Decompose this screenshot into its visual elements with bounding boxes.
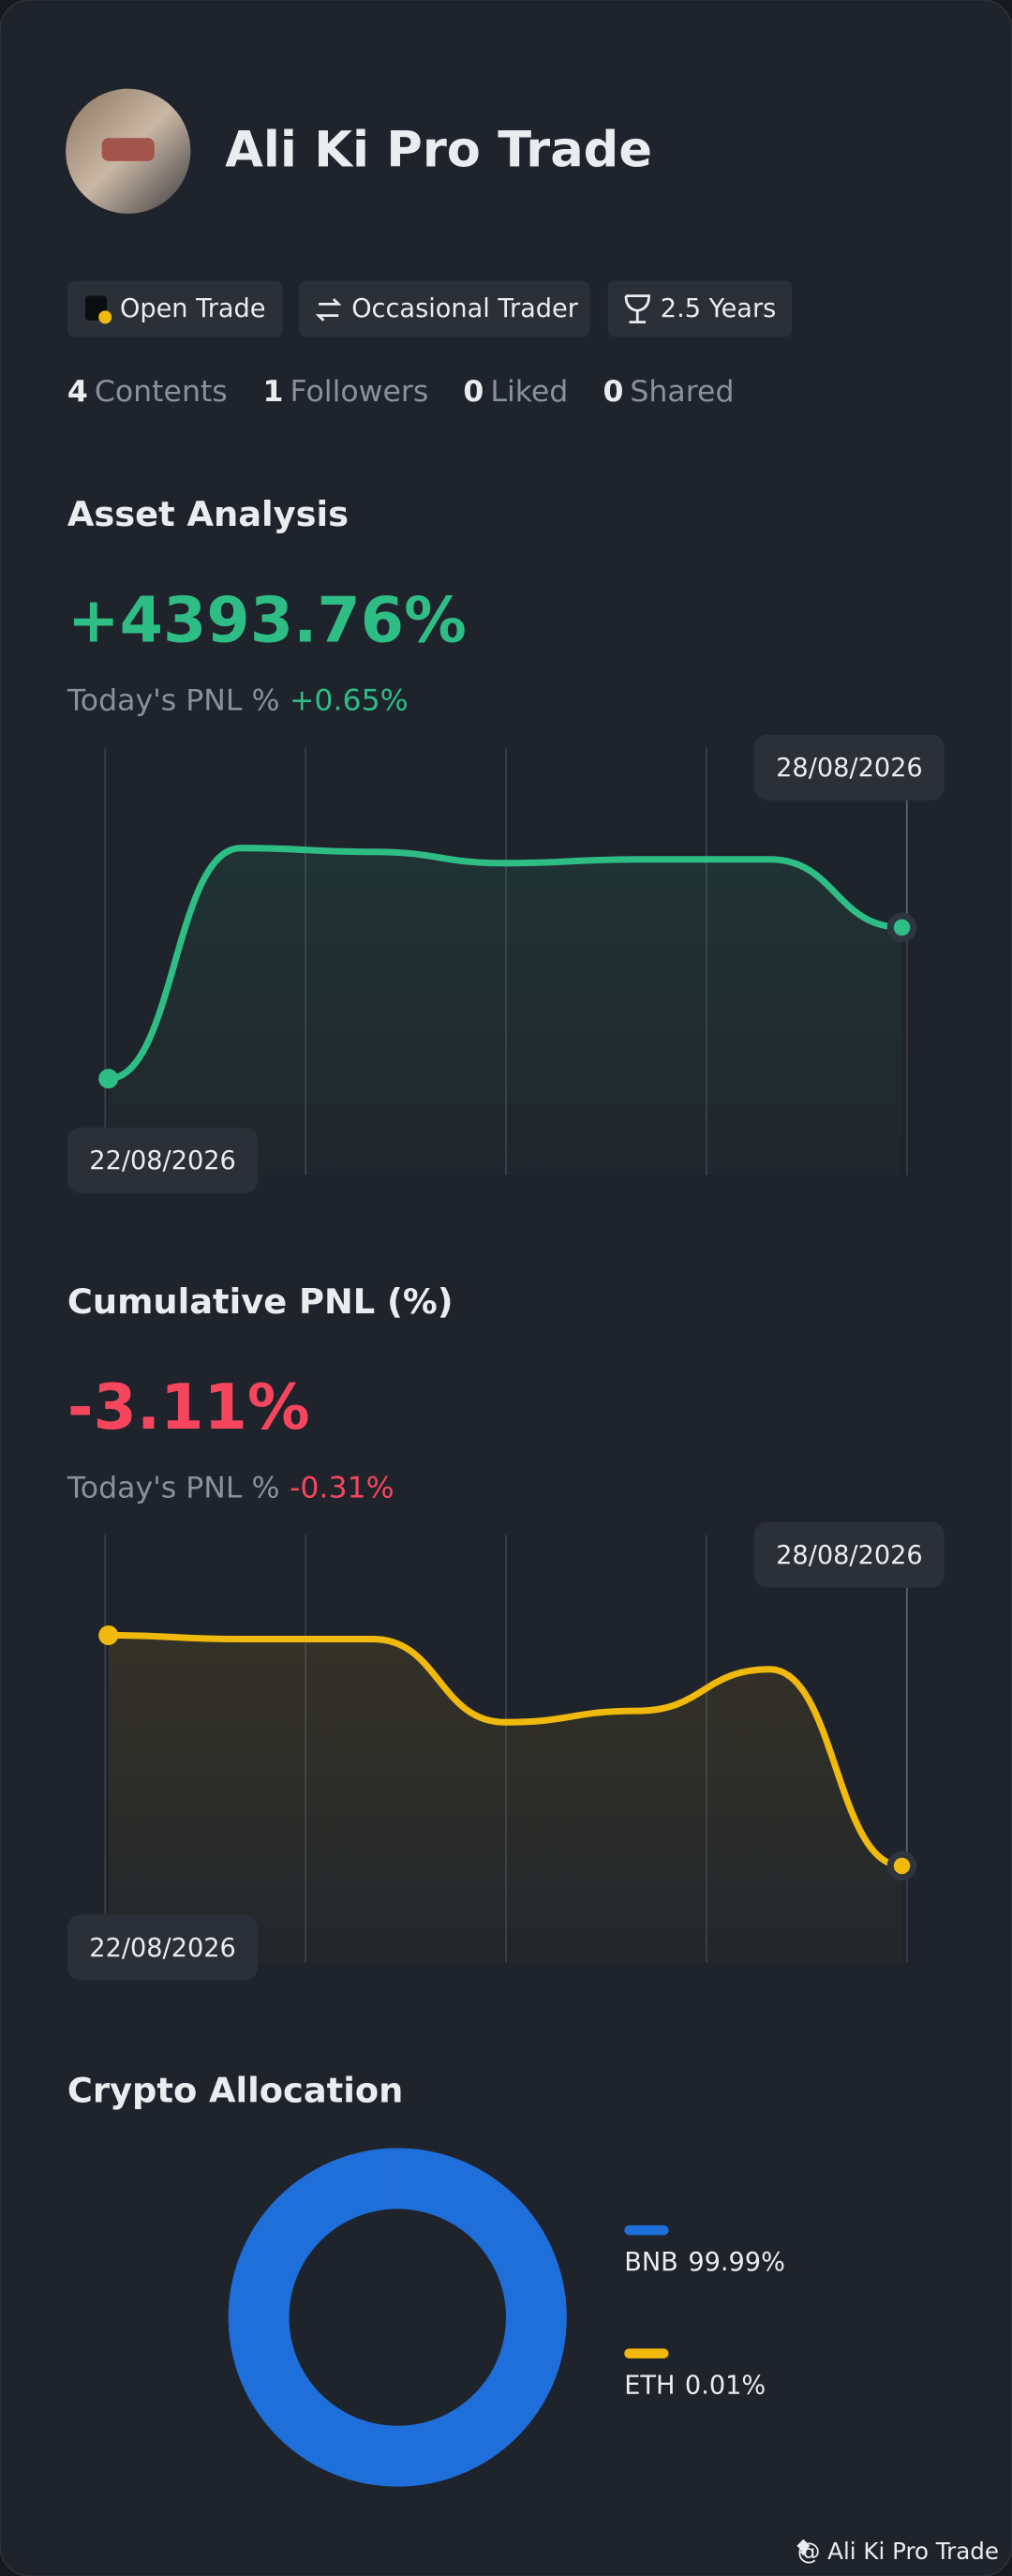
- footer-text: @ Ali Ki Pro Trade: [797, 2538, 999, 2565]
- section-title: Cumulative PNL (%): [67, 1281, 454, 1322]
- profile-name: Ali Ki Pro Trade: [225, 122, 652, 179]
- date-tooltip: [753, 1521, 945, 1588]
- subtitle-value: -0.31%: [290, 1471, 394, 1505]
- tag: Occasional Trader: [351, 294, 579, 323]
- stat-label: Followers: [290, 375, 428, 409]
- end-point-dot: [893, 1857, 911, 1875]
- tag-box: [67, 280, 283, 337]
- start-point: [98, 1625, 119, 1646]
- legend-swatch: [624, 2348, 669, 2359]
- legend-entry: BNB 99.99%: [624, 2248, 785, 2277]
- stat-label: Contents: [95, 375, 228, 409]
- tag-icon: [624, 294, 650, 324]
- start-point: [98, 1069, 119, 1089]
- tag-box: [299, 280, 590, 337]
- date-tooltip: [67, 1914, 259, 1981]
- date-tooltip: [753, 734, 945, 801]
- date-label: 22/08/2026: [89, 1934, 236, 1963]
- tag: Open Trade: [120, 294, 266, 323]
- subtitle-label: Today's PNL %: [67, 684, 280, 718]
- footer: @ Ali Ki Pro Trade: [796, 2538, 999, 2565]
- line: [105, 1631, 906, 1869]
- date-label: 28/08/2026: [776, 754, 923, 783]
- date-label: 28/08/2026: [776, 1541, 923, 1570]
- legend-name: ETH: [624, 2371, 675, 2400]
- tag-box: [607, 280, 793, 337]
- subtitle-value: +0.65%: [290, 684, 409, 718]
- date-tooltip: [67, 1127, 259, 1193]
- tag: 2.5 Years: [661, 294, 776, 323]
- subtitle: Today's PNL % -0.31%: [67, 1471, 394, 1505]
- stat-value: 1: [263, 375, 284, 409]
- legend-swatch: [624, 2224, 669, 2236]
- stat-label: Liked: [490, 375, 568, 409]
- line: [105, 845, 906, 1083]
- area: [108, 847, 902, 1176]
- legend-name: BNB: [624, 2248, 678, 2277]
- area: [108, 1635, 902, 1963]
- legend-value: 99.99%: [688, 2248, 785, 2277]
- pie-slice: [228, 2148, 567, 2487]
- date-label: 22/08/2026: [89, 1146, 236, 1176]
- end-point-dot: [893, 919, 911, 936]
- legend-value: 0.01%: [685, 2371, 766, 2400]
- avatar-figure: [101, 138, 155, 161]
- legend-entry: ETH 0.01%: [624, 2371, 766, 2400]
- stat-label: Shared: [630, 375, 734, 409]
- tag-icon: [315, 298, 342, 322]
- footer-icon: [796, 2539, 811, 2556]
- stat-value: 0: [463, 375, 484, 409]
- stat-value: 0: [603, 375, 623, 409]
- section-title: Crypto Allocation: [67, 2070, 403, 2110]
- subtitle: Today's PNL % +0.65%: [67, 684, 409, 718]
- headline: -3.11%: [67, 1370, 310, 1444]
- subtitle-label: Today's PNL %: [67, 1471, 280, 1505]
- headline: +4393.76%: [67, 583, 467, 656]
- section-title: Asset Analysis: [67, 494, 349, 534]
- stat-value: 4: [67, 375, 88, 409]
- tag-icon: [98, 310, 112, 324]
- stats: 4 Contents 1 Followers 0 Liked 0 Shared: [67, 375, 735, 409]
